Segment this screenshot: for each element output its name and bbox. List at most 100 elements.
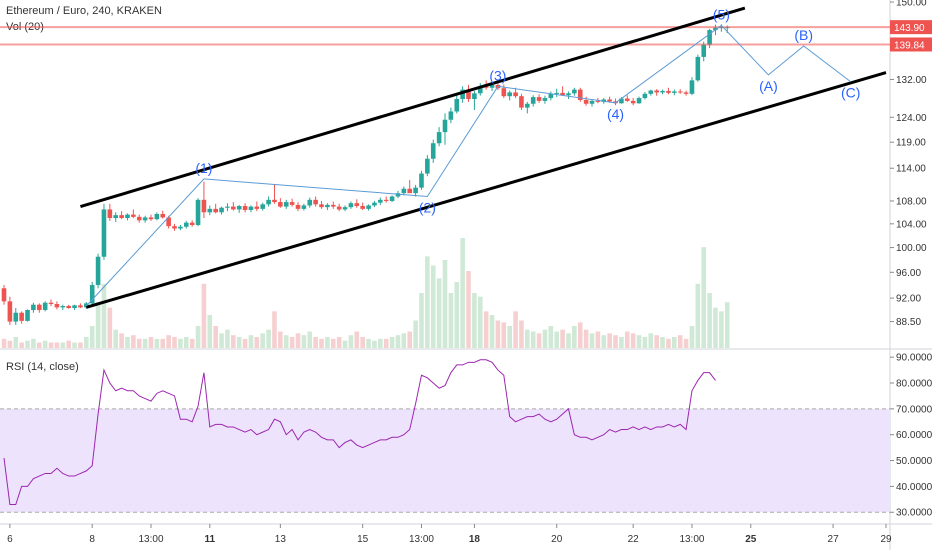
wave-label: (B) [794, 27, 813, 43]
volume-bar [572, 326, 577, 348]
candle-body [448, 111, 454, 120]
candle-body [583, 99, 589, 104]
volume-bar [513, 311, 518, 348]
candle-body [142, 217, 148, 221]
volume-bar [236, 337, 242, 348]
volume-bar [7, 340, 13, 348]
candle-body [254, 206, 260, 209]
candle-body [436, 132, 442, 144]
volume-bar [301, 335, 307, 348]
candle-body [413, 187, 418, 194]
candle-body [225, 206, 230, 208]
volume-bar [319, 338, 324, 348]
volume-bar [477, 296, 483, 348]
volume-bar [613, 335, 618, 348]
volume-bar [542, 329, 548, 348]
volume-bar [689, 326, 695, 348]
volume-bar [430, 265, 436, 348]
volume-bar [25, 340, 30, 348]
candle-body [125, 214, 130, 219]
volume-bar [242, 338, 248, 348]
candle-body [166, 217, 171, 227]
candle-body [636, 98, 642, 104]
volume-bar [507, 326, 512, 348]
volume-bar [395, 335, 401, 348]
volume-bar [442, 260, 448, 348]
price-line-tag [890, 37, 932, 52]
candle-body [19, 312, 24, 321]
volume-bar [54, 342, 60, 348]
volume-bar [313, 337, 318, 348]
wave-label: (A) [759, 78, 778, 94]
candle-body [607, 99, 612, 102]
candle-body [689, 80, 695, 94]
candle-body [289, 202, 295, 205]
rsi-tick-label: 60.0000 [896, 430, 932, 441]
volume-bar [154, 338, 160, 348]
volume-bar [84, 337, 89, 348]
time-tick-label: 11 [205, 534, 216, 545]
candle-body [407, 188, 413, 194]
volume-bar [648, 333, 654, 348]
volume-bar [454, 282, 460, 348]
volume-bar [560, 329, 565, 348]
volume-bar [389, 337, 395, 348]
candle-body [701, 44, 707, 57]
volume-bar [536, 333, 542, 348]
wave-label: (4) [607, 106, 624, 122]
candle-body [566, 93, 571, 96]
candle-body [442, 119, 448, 133]
time-tick-label: 13:00 [138, 534, 163, 545]
candles [1, 24, 730, 325]
candle-body [325, 204, 330, 208]
candle-body [554, 92, 560, 94]
volume-bar [383, 338, 389, 348]
volume-bar [260, 333, 266, 348]
candle-body [536, 97, 542, 101]
price-tick-label: 132.00 [896, 75, 927, 86]
candle-body [525, 103, 530, 108]
wave-label: (5) [713, 6, 730, 22]
volume-bar [225, 329, 230, 348]
candle-body [189, 222, 195, 225]
volume-bar [48, 342, 54, 348]
volume-bar [148, 337, 154, 348]
volume-bar [554, 331, 560, 348]
volume-bar [207, 315, 213, 348]
candle-body [342, 207, 348, 210]
volume-bar [78, 342, 83, 348]
volume-bar [342, 340, 348, 348]
rsi-band [0, 408, 890, 513]
price-tick-label: 88.50 [896, 317, 921, 328]
candle-body [389, 196, 395, 201]
candle-body [72, 305, 77, 309]
volume-bar [372, 340, 377, 348]
candle-body [231, 206, 236, 210]
volume-bar [131, 335, 136, 348]
volume-bar [31, 338, 36, 348]
candle-body [172, 226, 177, 229]
time-tick-label: 29 [880, 534, 892, 545]
candle-body [354, 203, 360, 207]
candle-body [13, 312, 19, 322]
candle-body [589, 100, 595, 104]
rsi-tick-label: 90.0000 [896, 353, 932, 364]
volume-bar [624, 331, 630, 348]
candle-body [360, 206, 365, 209]
volume-bar [330, 338, 336, 348]
volume-bar [636, 335, 642, 348]
candle-body [401, 188, 407, 194]
rsi-tick-label: 80.0000 [896, 379, 932, 390]
price-tick-label: 150.00 [896, 0, 927, 9]
candle-body [372, 202, 377, 206]
volume-bar [119, 333, 124, 348]
volume-bar [325, 337, 330, 348]
volume-bar [36, 342, 42, 348]
candle-body [66, 306, 71, 309]
rsi-line [3, 359, 716, 505]
rsi-label: RSI (14, close) [6, 361, 79, 373]
volume-bar [425, 256, 430, 348]
price-tick-label: 104.00 [896, 219, 927, 230]
candle-body [530, 97, 536, 104]
